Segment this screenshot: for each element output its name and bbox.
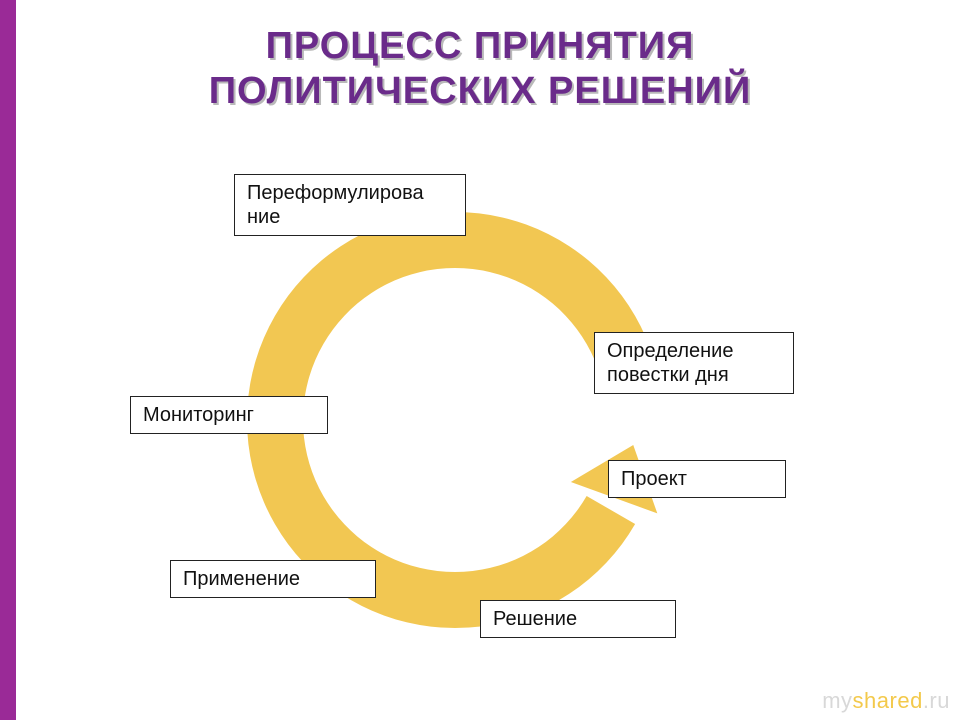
watermark-prefix: my [822, 688, 852, 713]
box-label: Проект [621, 468, 687, 490]
watermark: myshared.ru [822, 688, 950, 714]
box-label: Переформулирова ние [247, 182, 424, 228]
box-project: Проект [608, 460, 786, 498]
box-agenda: Определение повестки дня [594, 332, 794, 394]
box-reformulation: Переформулирова ние [234, 174, 466, 236]
box-monitoring: Мониторинг [130, 396, 328, 434]
box-label: Применение [183, 568, 300, 590]
box-label: Определение повестки дня [607, 340, 733, 386]
box-label: Мониторинг [143, 404, 254, 426]
box-application: Применение [170, 560, 376, 598]
watermark-suffix: .ru [923, 688, 950, 713]
box-decision: Решение [480, 600, 676, 638]
box-label: Решение [493, 608, 577, 630]
watermark-accent: shared [853, 688, 923, 713]
